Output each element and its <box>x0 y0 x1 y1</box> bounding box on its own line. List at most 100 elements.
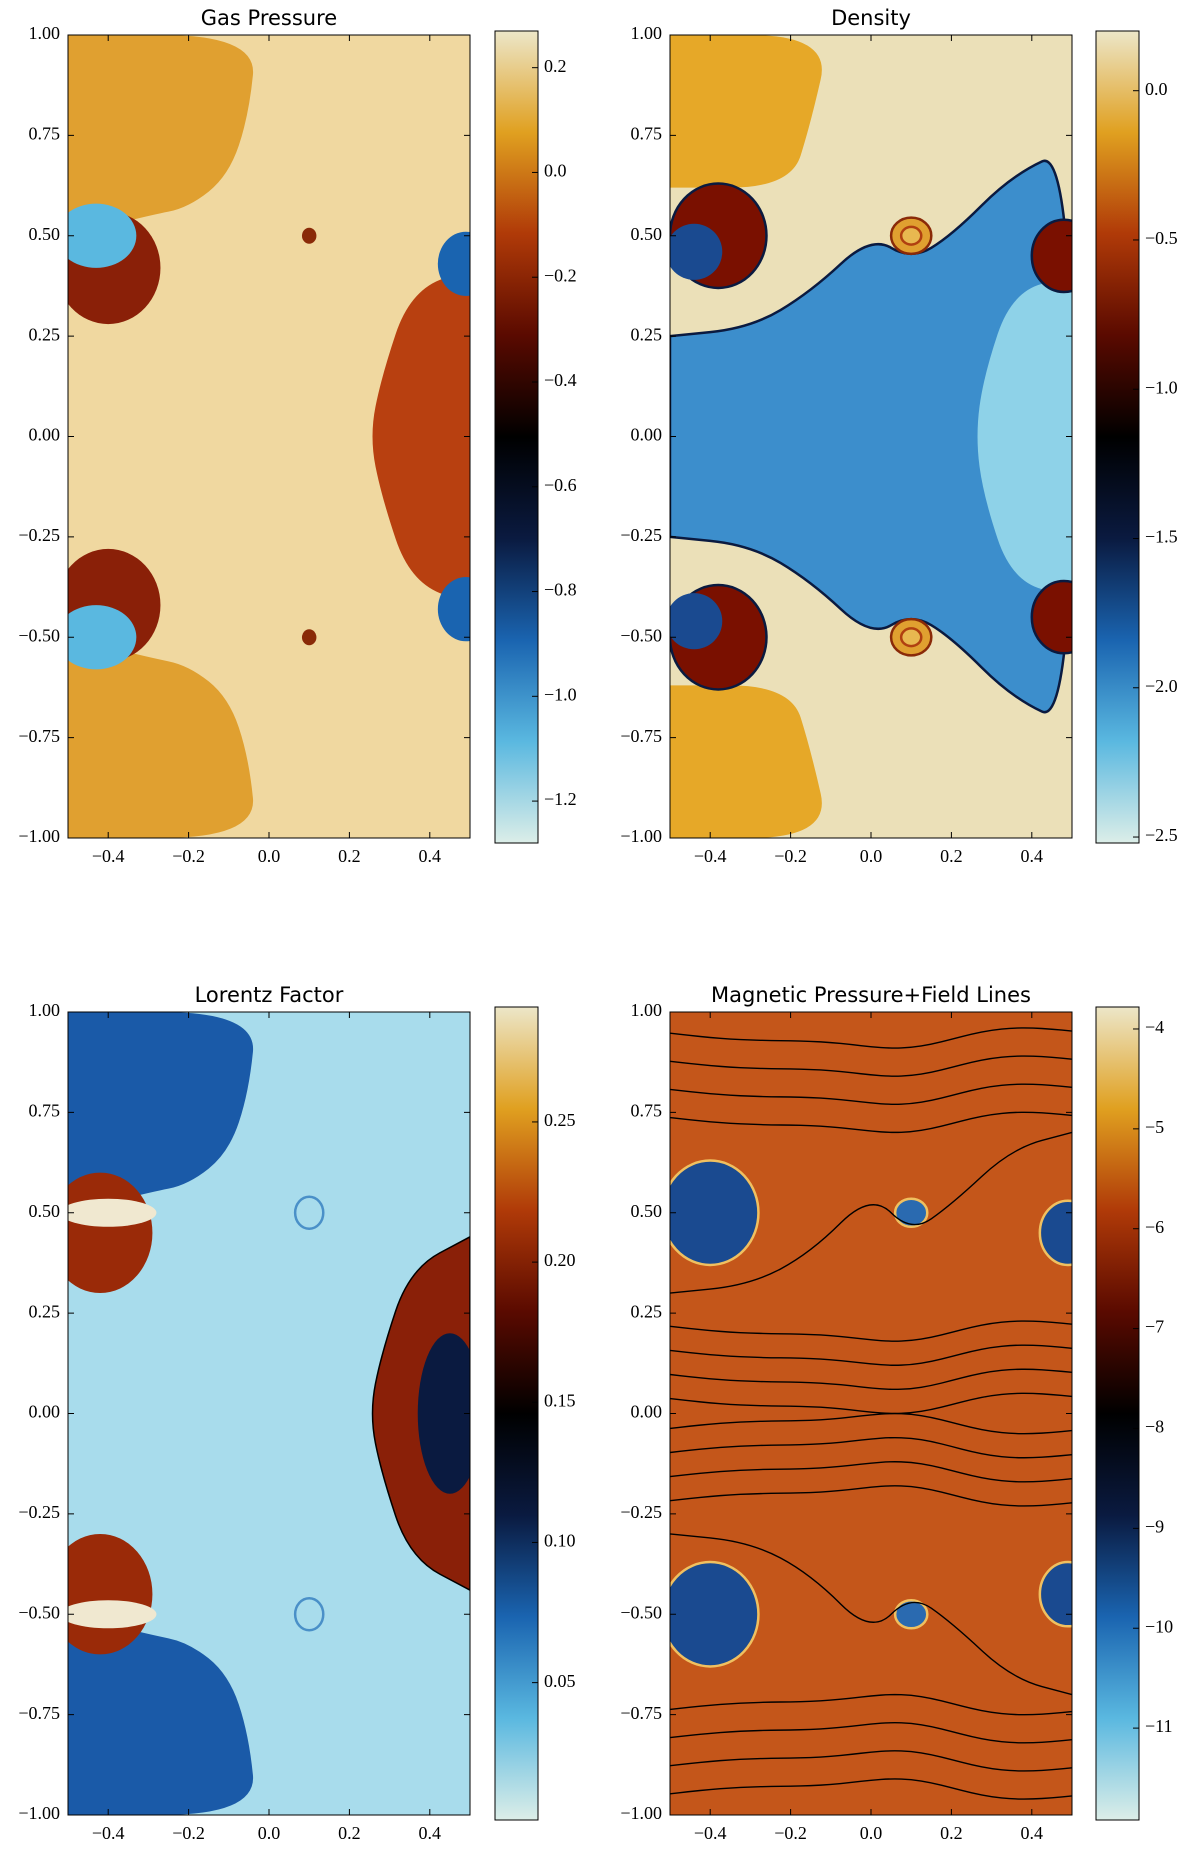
y-tick-label: −0.50 <box>18 625 60 645</box>
x-tick-label: 0.2 <box>338 1823 361 1843</box>
colorbar-tick-label: −0.6 <box>544 475 577 495</box>
field-feature <box>68 605 137 670</box>
field-line <box>670 1368 1072 1391</box>
y-tick-label: 0.00 <box>631 1402 663 1422</box>
field-line <box>670 1693 1072 1716</box>
colorbar-tick-label: −1.2 <box>544 789 577 809</box>
colorbar-tick-label: 0.20 <box>544 1250 576 1270</box>
field-line <box>670 1778 1072 1800</box>
panel-title: Density <box>831 6 911 30</box>
heatmap-field <box>68 35 470 838</box>
y-tick-label: −1.00 <box>18 1803 60 1823</box>
colorbar-tick-label: 0.05 <box>544 1671 576 1691</box>
field-region <box>68 35 254 236</box>
field-line <box>670 1722 1072 1744</box>
colorbar-tick-label: −1.0 <box>1145 377 1178 397</box>
colorbar-tick-label: 0.15 <box>544 1390 576 1410</box>
y-tick-label: −0.75 <box>620 726 662 746</box>
field-feature <box>899 225 923 246</box>
y-tick-label: 0.00 <box>29 1402 61 1422</box>
field-feature <box>1038 1199 1072 1267</box>
panel: Gas Pressure −0.4 −0.2 0.0 0.2 0.4 1.00 0.75 0.5… <box>18 6 576 866</box>
field-line <box>670 1750 1072 1772</box>
x-tick-label: −0.2 <box>172 846 205 866</box>
y-tick-label: −0.75 <box>620 1703 662 1723</box>
panel: Density −0.4 −0.2 0.0 0.2 0.4 1.00 0.75 0.50 0.25… <box>620 6 1177 866</box>
colorbar <box>494 1006 539 1821</box>
y-tick-label: 0.00 <box>29 425 61 445</box>
field-line <box>670 1412 1072 1435</box>
x-tick-label: 0.2 <box>338 846 361 866</box>
field-region <box>68 1614 254 1815</box>
x-tick-label: −0.2 <box>172 1823 205 1843</box>
panel-title: Lorentz Factor <box>195 983 344 1007</box>
field-region <box>670 685 822 838</box>
colorbar-tick-label: 0.0 <box>544 161 567 181</box>
x-tick-label: 0.2 <box>940 846 963 866</box>
x-tick-label: −0.2 <box>774 846 807 866</box>
colorbar <box>1095 30 1140 844</box>
y-tick-label: 1.00 <box>29 1000 61 1020</box>
colorbar <box>1095 1006 1140 1821</box>
field-line <box>670 1392 1072 1415</box>
field-feature <box>670 593 723 650</box>
y-tick-label: 0.25 <box>631 324 663 344</box>
colorbar-tick-label: −2.0 <box>1145 676 1178 696</box>
y-tick-label: 0.75 <box>631 1101 663 1121</box>
x-tick-label: −0.4 <box>92 846 125 866</box>
y-tick-label: 0.75 <box>29 1101 61 1121</box>
colorbar-tick-label: −4 <box>1145 1017 1164 1037</box>
field-line <box>670 1083 1072 1105</box>
field-feature <box>293 1596 325 1632</box>
x-tick-label: 0.4 <box>419 1823 442 1843</box>
field-region <box>68 637 254 838</box>
field-feature <box>301 629 317 646</box>
heatmap-field <box>670 35 1072 838</box>
colorbar-tick-label: −10 <box>1145 1616 1173 1636</box>
y-tick-label: 0.25 <box>29 324 61 344</box>
field-line <box>670 1533 1072 1696</box>
y-tick-label: −0.50 <box>620 625 662 645</box>
field-feature <box>417 1333 470 1494</box>
y-tick-label: −0.25 <box>620 1502 662 1522</box>
field-feature <box>893 1197 929 1229</box>
y-tick-label: −0.25 <box>620 525 662 545</box>
y-tick-label: 0.50 <box>631 224 663 244</box>
y-tick-label: 1.00 <box>29 23 61 43</box>
colorbar-tick-label: −2.5 <box>1145 825 1178 845</box>
field-line <box>670 1111 1072 1134</box>
x-tick-label: 0.4 <box>1021 846 1044 866</box>
colorbar-tick-label: −0.4 <box>544 370 577 390</box>
x-tick-label: 0.4 <box>419 846 442 866</box>
field-feature <box>437 577 470 642</box>
field-feature <box>293 1195 325 1231</box>
field-line <box>670 1320 1072 1342</box>
field-line <box>670 1027 1072 1049</box>
colorbar-tick-label: −7 <box>1145 1317 1164 1337</box>
y-tick-label: −0.75 <box>18 1703 60 1723</box>
colorbar-tick-label: 0.10 <box>544 1531 576 1551</box>
panel-title: Magnetic Pressure+Field Lines <box>711 983 1031 1007</box>
field-feature <box>1038 1560 1072 1628</box>
field-feature <box>670 1560 760 1668</box>
field-line <box>670 1436 1072 1459</box>
y-tick-label: 0.50 <box>631 1201 663 1221</box>
field-feature <box>68 203 137 268</box>
y-tick-label: −1.00 <box>620 826 662 846</box>
y-tick-label: −0.25 <box>18 1502 60 1522</box>
colorbar-tick-label: −0.2 <box>544 265 577 285</box>
x-tick-label: 0.0 <box>860 1823 883 1843</box>
field-region <box>977 275 1072 598</box>
field-region <box>372 267 470 606</box>
colorbar-tick-label: −1.0 <box>544 684 577 704</box>
y-tick-label: 0.25 <box>29 1301 61 1321</box>
panel: Magnetic Pressure+Field Lines −0.4 −0.2 0.0… <box>620 983 1173 1843</box>
field-region <box>670 35 822 188</box>
field-line <box>670 1485 1072 1507</box>
colorbar <box>494 30 539 844</box>
colorbar-tick-label: −5 <box>1145 1117 1164 1137</box>
y-tick-label: 0.75 <box>29 124 61 144</box>
field-feature <box>670 223 723 280</box>
colorbar-tick-label: 0.2 <box>544 56 567 76</box>
y-tick-label: 0.50 <box>29 1201 61 1221</box>
